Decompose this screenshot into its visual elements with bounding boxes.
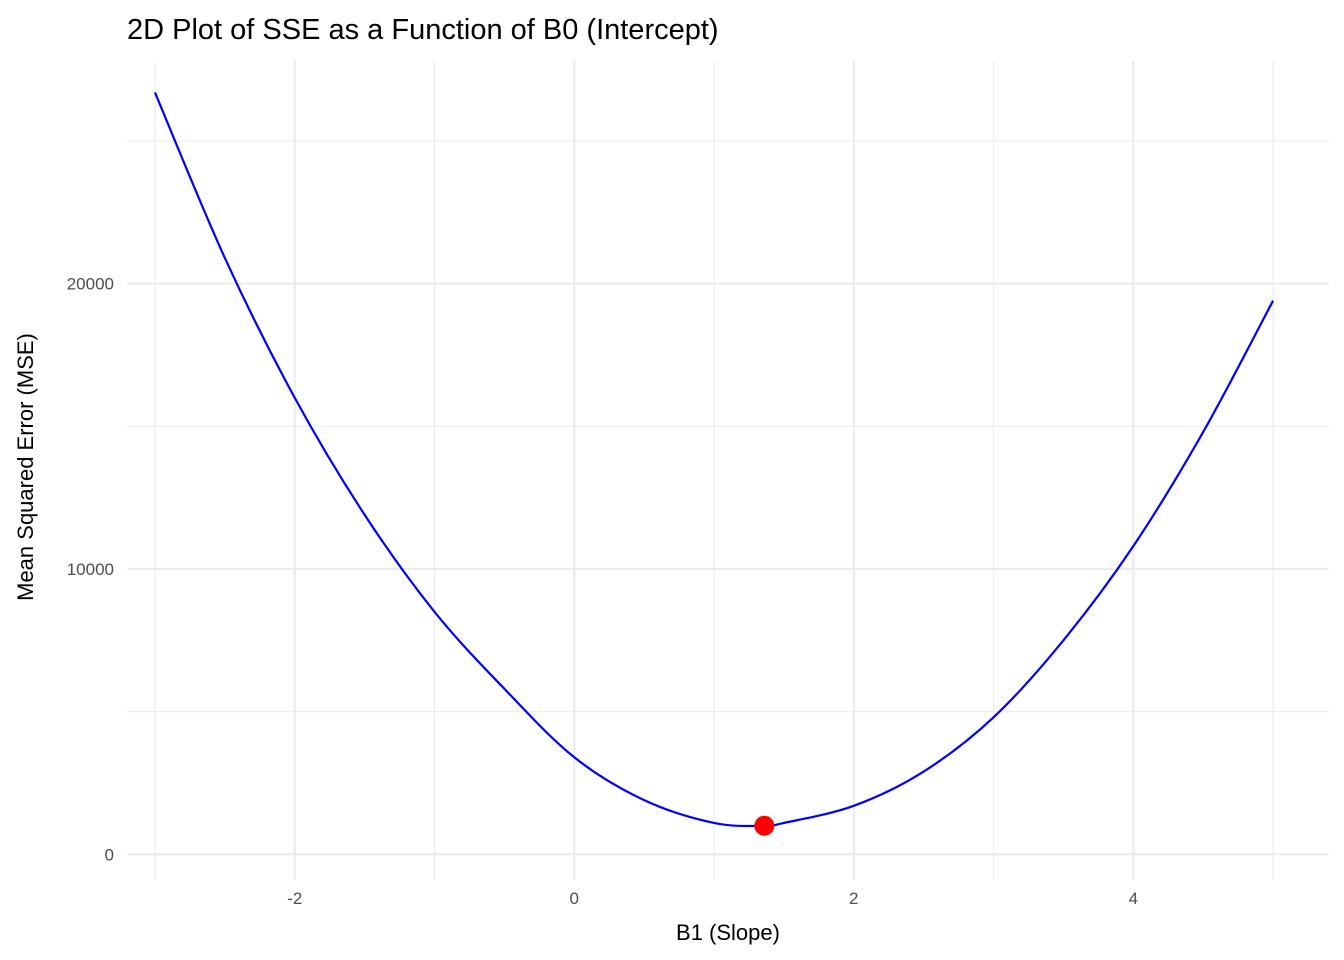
y-tick-label: 0 bbox=[105, 845, 114, 864]
point-layer bbox=[754, 815, 775, 836]
mse-curve-line bbox=[153, 91, 1275, 828]
series-layer bbox=[153, 91, 1275, 828]
x-tick-label: 4 bbox=[1129, 889, 1138, 908]
y-tick-label: 20000 bbox=[67, 275, 114, 294]
x-tick-label: -2 bbox=[287, 889, 302, 908]
chart-title: 2D Plot of SSE as a Function of B0 (Inte… bbox=[127, 14, 719, 46]
x-tick-label: 2 bbox=[849, 889, 858, 908]
x-tick-label: 0 bbox=[570, 889, 579, 908]
x-axis-tick-labels: -2 0 2 4 bbox=[287, 889, 1138, 908]
major-gridlines bbox=[127, 61, 1329, 880]
y-tick-label: 10000 bbox=[67, 560, 114, 579]
y-axis-tick-labels: 0 10000 20000 bbox=[67, 275, 114, 865]
minimum-point bbox=[754, 815, 775, 836]
minor-gridlines bbox=[127, 61, 1329, 880]
x-axis-title: B1 (Slope) bbox=[676, 920, 780, 945]
y-axis-title: Mean Squared Error (MSE) bbox=[13, 333, 38, 601]
